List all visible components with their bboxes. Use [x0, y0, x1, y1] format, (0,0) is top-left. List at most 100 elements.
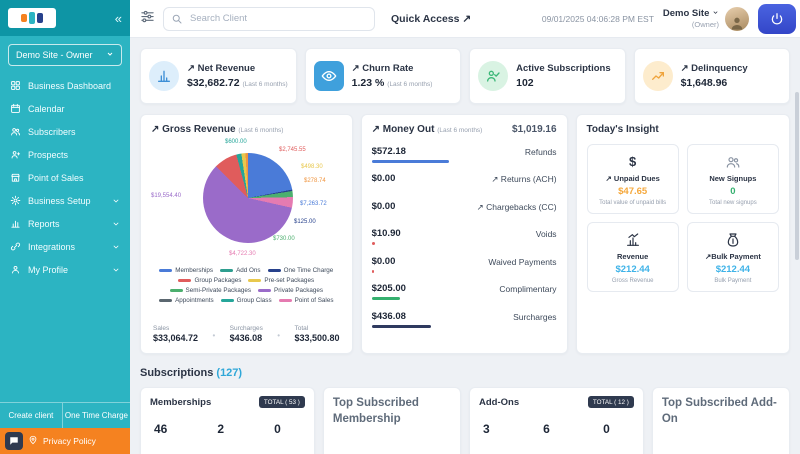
sidebar-item-business-setup[interactable]: Business Setup [0, 189, 130, 212]
chat-widget-button[interactable] [5, 432, 23, 450]
charts-row: ↗ Gross Revenue (Last 6 months) $600.00 … [140, 114, 790, 354]
legend-item[interactable]: Memberships [159, 267, 213, 274]
legend-item[interactable]: Private Packages [258, 287, 323, 294]
net-revenue-card[interactable]: ↗ Net Revenue $32,682.72 (Last 6 months) [140, 48, 297, 104]
stat-cards-row: ↗ Net Revenue $32,682.72 (Last 6 months)… [140, 48, 791, 104]
sidebar-item-reports[interactable]: Reports [0, 212, 130, 235]
chevron-down-icon [112, 243, 120, 251]
topbar: Quick Access ↗ 09/01/2025 04:06:28 PM ES… [130, 0, 800, 38]
create-client-button[interactable]: Create client [0, 403, 63, 428]
site-selector-dropdown[interactable]: Demo Site - Owner [8, 44, 122, 66]
insight-value: 0 [730, 186, 736, 197]
subscriptions-row: Memberships TOTAL ( 53 ) 46 2 0 Top Subs… [140, 387, 790, 454]
legend-item[interactable]: Semi-Private Packages [169, 287, 251, 294]
sidebar-item-calendar[interactable]: Calendar [0, 97, 130, 120]
insight-title: ↗Bulk Payment [704, 252, 761, 261]
money-out-label: Complimentary [499, 284, 557, 294]
addons-values: 3 6 0 [479, 408, 634, 436]
money-out-row-complimentary: $205.00 Complimentary [371, 283, 557, 300]
money-out-value: $0.00 [371, 200, 396, 212]
money-out-card: ↗ Money Out (Last 6 months) $1,019.16 $5… [360, 114, 568, 354]
money-out-label[interactable]: ↗ Chargebacks (CC) [476, 201, 557, 212]
dot-separator [212, 325, 215, 343]
subscribers-icon [10, 126, 21, 137]
sidebar-item-my-profile[interactable]: My Profile [0, 258, 130, 281]
legend-item[interactable]: Group Class [220, 297, 272, 304]
delinquency-card[interactable]: ↗ Delinquency $1,648.96 [633, 48, 791, 104]
person-check-icon [478, 61, 509, 91]
sidebar-collapse-icon[interactable]: « [114, 10, 122, 26]
legend-item[interactable]: Add Ons [220, 267, 261, 274]
legend-item[interactable]: Group Packages [178, 277, 241, 284]
summary-label: Total [294, 324, 309, 332]
legend-item[interactable]: Pre-set Packages [248, 277, 314, 284]
churn-rate-card[interactable]: ↗ Churn Rate 1.23 % (Last 6 months) [304, 48, 462, 104]
location-pin-icon [28, 435, 38, 447]
search-icon [171, 12, 183, 30]
topbar-right: 09/01/2025 04:06:28 PM EST Demo Site (Ow… [542, 3, 800, 34]
money-out-value: $10.90 [371, 228, 401, 239]
sidebar-item-label: Business Setup [28, 195, 91, 206]
new-signups-card: New Signups 0 Total new signups [686, 144, 779, 214]
insight-sub: Total value of unpaid bills [599, 200, 667, 206]
legend-item[interactable]: One Time Charge [267, 267, 333, 274]
money-out-row-returns: $0.00 ↗ Returns (ACH) [372, 173, 557, 190]
insight-value: $47.65 [618, 186, 648, 197]
vertical-scrollbar[interactable] [795, 92, 799, 260]
money-out-bar [371, 242, 376, 245]
sidebar-item-subscribers[interactable]: Subscribers [0, 120, 130, 143]
money-out-row-surcharges: $436.08 Surcharges [371, 311, 557, 328]
sidebar-item-point-of-sales[interactable]: Point of Sales [0, 166, 130, 189]
bar-chart-icon [593, 231, 673, 248]
sidebar-item-label: Reports [28, 218, 60, 229]
money-bag-icon [693, 231, 773, 248]
account-name: Demo Site [662, 8, 710, 20]
revenue-card: Revenue $212.44 Gross Revenue [586, 222, 679, 292]
revenue-bars-icon [149, 61, 179, 91]
money-out-value: $0.00 [371, 255, 396, 267]
money-out-bar [371, 324, 432, 328]
bulk-payment-card[interactable]: ↗Bulk Payment $212.44 Bulk Payment [686, 222, 779, 292]
memberships-card: Memberships TOTAL ( 53 ) 46 2 0 [140, 387, 315, 454]
quick-access-link[interactable]: Quick Access ↗ [391, 12, 472, 25]
privacy-policy-link[interactable]: Privacy Policy [43, 436, 96, 446]
avatar[interactable] [725, 6, 749, 31]
store-icon [10, 172, 21, 183]
gross-revenue-card: ↗ Gross Revenue (Last 6 months) $600.00 … [140, 114, 353, 354]
insight-sub: Bulk Payment [714, 278, 752, 284]
pie-label: $7,263.72 [300, 201, 327, 207]
money-out-row-waived: $0.00 Waived Payments [371, 255, 557, 273]
reports-icon [10, 218, 21, 229]
dashboard-icon [10, 80, 21, 91]
pie-label: $600.00 [225, 139, 247, 145]
active-subscriptions-card[interactable]: Active Subscriptions 102 [469, 48, 626, 104]
sidebar-item-integrations[interactable]: Integrations [0, 235, 130, 258]
account-role: (Owner) [691, 19, 719, 29]
one-time-charge-button[interactable]: One Time Charge [64, 411, 128, 420]
sidebar-item-business-dashboard[interactable]: Business Dashboard [0, 74, 130, 97]
filter-sliders-icon[interactable] [140, 9, 155, 29]
account-menu[interactable]: Demo Site (Owner) [662, 6, 749, 31]
legend-item[interactable]: Point of Sales [278, 297, 333, 304]
app-logo[interactable] [8, 8, 56, 28]
logout-power-button[interactable] [758, 3, 796, 34]
search-input[interactable] [163, 6, 375, 31]
memberships-title: Memberships [150, 396, 212, 408]
main-area: Quick Access ↗ 09/01/2025 04:06:28 PM ES… [130, 0, 800, 454]
money-out-bar [371, 297, 401, 300]
top-subscribed-membership-card: Top Subscribed Membership [322, 387, 461, 454]
todays-insight-card: Today's Insight $ ↗ Unpaid Dues $47.65 T… [575, 114, 790, 354]
money-out-label[interactable]: ↗ Returns (ACH) [491, 174, 557, 184]
gross-revenue-title[interactable]: ↗ Gross Revenue [151, 124, 236, 135]
unpaid-dues-card[interactable]: $ ↗ Unpaid Dues $47.65 Total value of un… [586, 144, 679, 214]
legend-item[interactable]: Appointments [159, 297, 214, 304]
money-out-title[interactable]: ↗ Money Out [371, 124, 435, 135]
stat-value: $32,682.72 [187, 77, 240, 89]
stat-value: 102 [516, 77, 534, 89]
pie-label: $730.00 [273, 236, 295, 242]
sidebar-item-prospects[interactable]: Prospects [0, 143, 130, 166]
gross-revenue-note: (Last 6 months) [238, 127, 284, 134]
todays-insight-title: Today's Insight [586, 124, 659, 135]
pie-label: $278.74 [304, 178, 326, 184]
membership-stat-value: 46 [154, 422, 168, 436]
